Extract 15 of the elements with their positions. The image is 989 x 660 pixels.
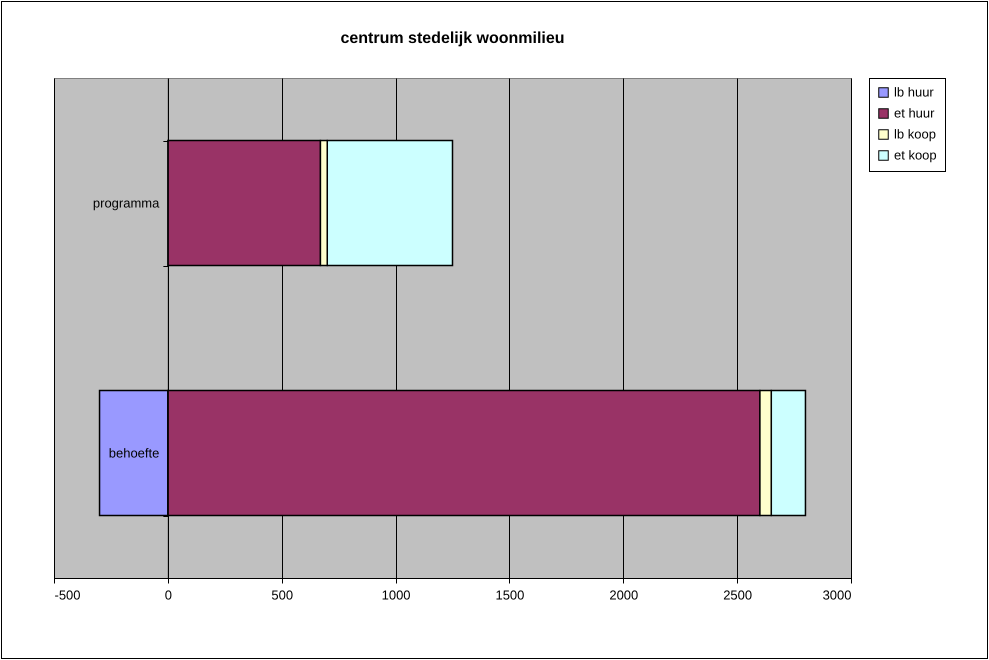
x-tick-label: 1000 [382,588,411,602]
legend-label: lb huur [894,84,934,100]
legend-label: lb koop [894,126,936,142]
x-tick-label: 0 [164,588,172,602]
legend-label: et huur [894,106,936,120]
x-tick-label: 500 [271,588,294,602]
x-tick-label: 2500 [723,588,752,602]
x-tick-label: 3000 [822,588,852,602]
chart-title: centrum stedelijk woonmilieu [340,30,565,47]
y-tick-label: behoefte [108,446,160,460]
y-tick-label: programma [92,196,160,210]
legend-label: et koop [894,148,937,162]
x-tick-label: -500 [54,588,81,602]
x-tick-label: 1500 [495,588,524,602]
x-tick-label: 2000 [609,588,638,602]
